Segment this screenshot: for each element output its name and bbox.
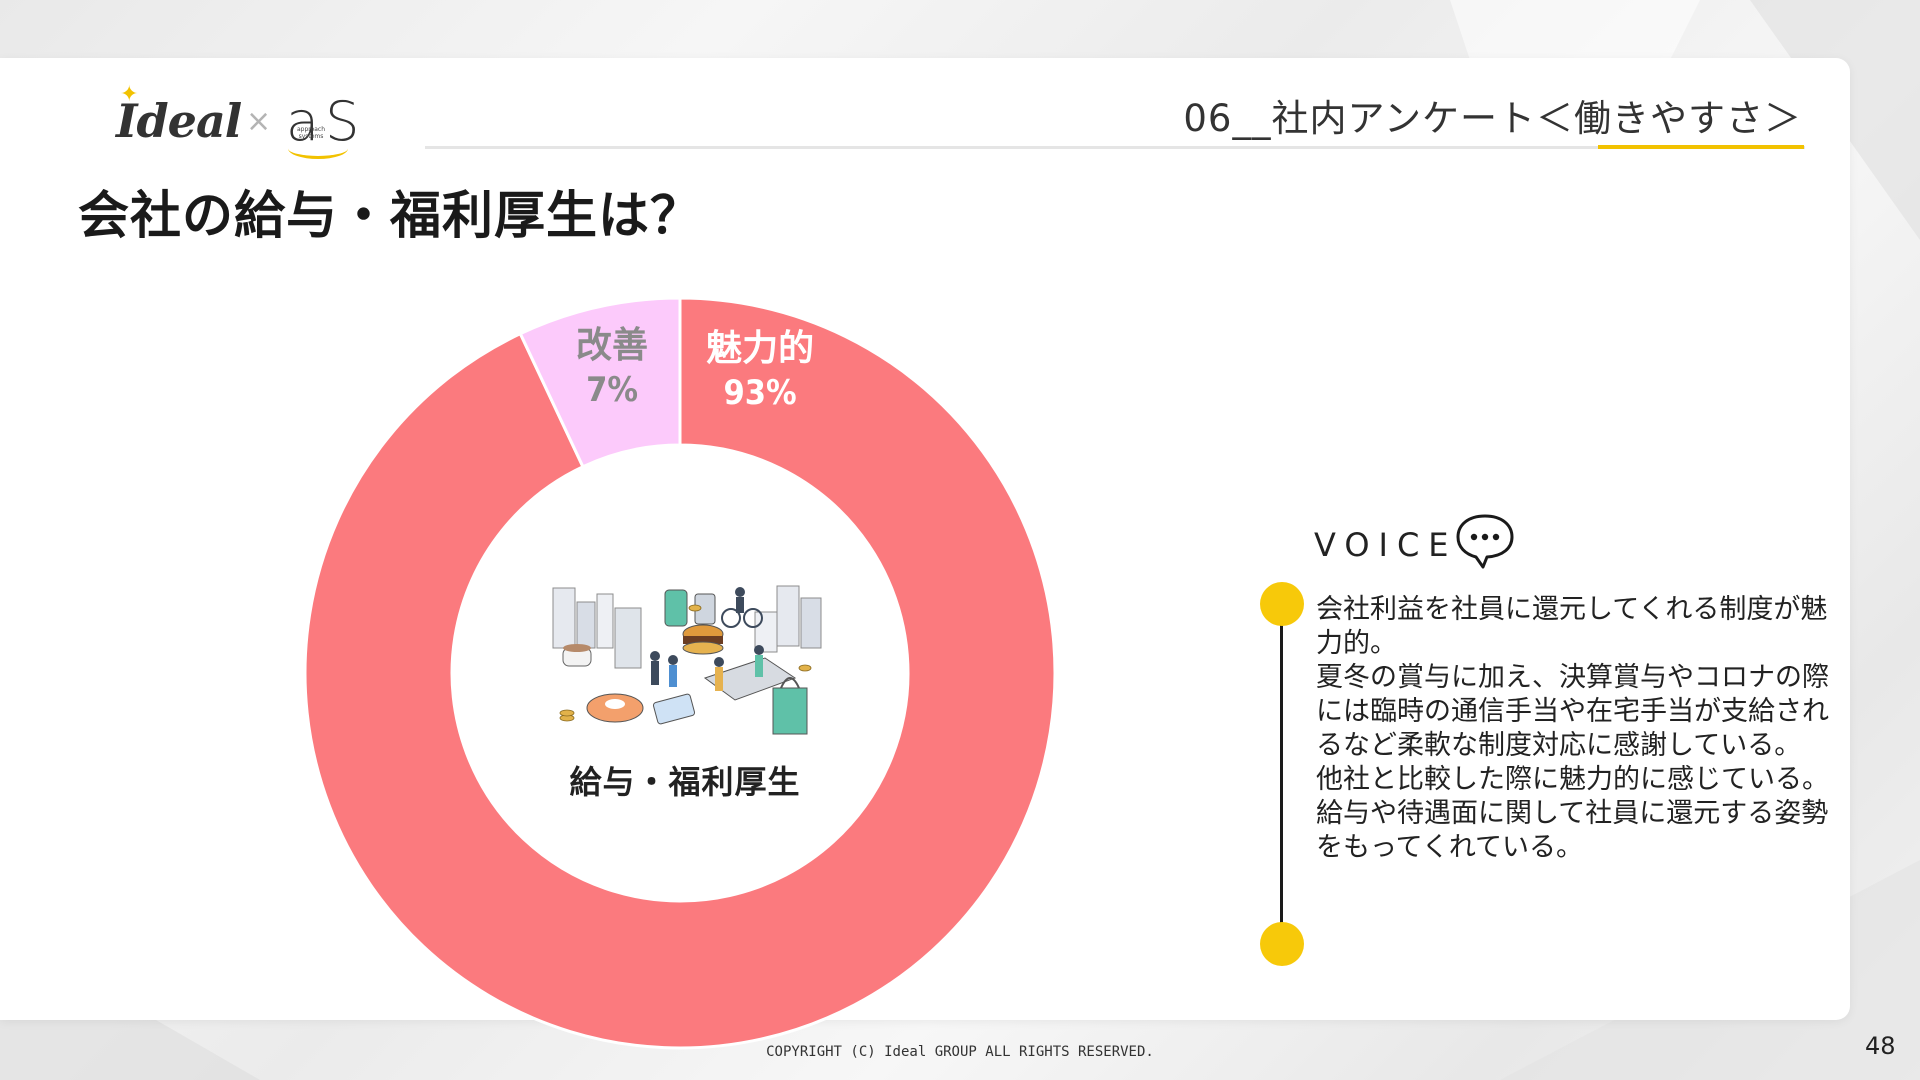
timeline-dot-top (1260, 582, 1304, 626)
buildings-right (754, 585, 822, 653)
page-number: 48 (1865, 1032, 1896, 1060)
as-logo-subtext: approach systems (296, 126, 326, 140)
slice-label-1: 改善 (576, 325, 648, 366)
voice-line: 夏冬の賞与に加え、決算賞与やコロナの際 (1316, 662, 1829, 693)
slice-label-0: 魅力的 (706, 328, 814, 369)
voice-line: をもってくれている。 (1316, 832, 1584, 863)
logo-separator: × (246, 104, 272, 139)
people (650, 587, 764, 691)
donut-center-label: 給与・福利厚生 (569, 763, 801, 801)
buildings-left (552, 587, 642, 669)
voice-line: 給与や待遇面に関して社員に還元する姿勢 (1316, 798, 1829, 829)
header-accent-line (1598, 145, 1804, 149)
timeline-line (1280, 603, 1283, 943)
star-icon: ✦ (120, 82, 139, 107)
city-lifestyle-illustration (552, 585, 822, 735)
voice-heading: VOICE (1314, 526, 1458, 564)
ideal-logo-text: Ideal (116, 94, 242, 148)
donut-slice-0 (303, 296, 1057, 1050)
slice-value-0: 93% (723, 373, 796, 413)
voice-line: 会社利益を社員に還元してくれる制度が魅 (1316, 594, 1828, 625)
as-logo-swoosh (288, 138, 348, 159)
page-title: 会社の給与・福利厚生は？ (78, 187, 703, 246)
slice-value-1: 7% (586, 370, 638, 410)
donut-slice-1 (518, 296, 682, 469)
voice-comments: 会社利益を社員に還元してくれる制度が魅 力的。 夏冬の賞与に加え、決算賞与やコロ… (1316, 593, 1856, 865)
timeline-dot-bottom (1260, 922, 1304, 966)
voice-line: には臨時の通信手当や在宅手当が支給され (1316, 696, 1829, 727)
voice-line: 力的。 (1316, 628, 1397, 659)
header-divider (425, 146, 1805, 149)
section-title: 06__社内アンケート＜働きやすさ＞ (1183, 97, 1802, 140)
coins (559, 604, 812, 722)
voice-line: 他社と比較した際に魅力的に感じている。 (1316, 764, 1829, 795)
voice-line: るなど柔軟な制度対応に感謝している。 (1316, 730, 1802, 761)
speech-bubble-ellipsis-icon (1456, 514, 1514, 569)
company-logo: ✦ Ideal × aS approach systems (116, 84, 366, 164)
copyright-notice: COPYRIGHT (C) Ideal GROUP ALL RIGHTS RES… (766, 1044, 1154, 1060)
